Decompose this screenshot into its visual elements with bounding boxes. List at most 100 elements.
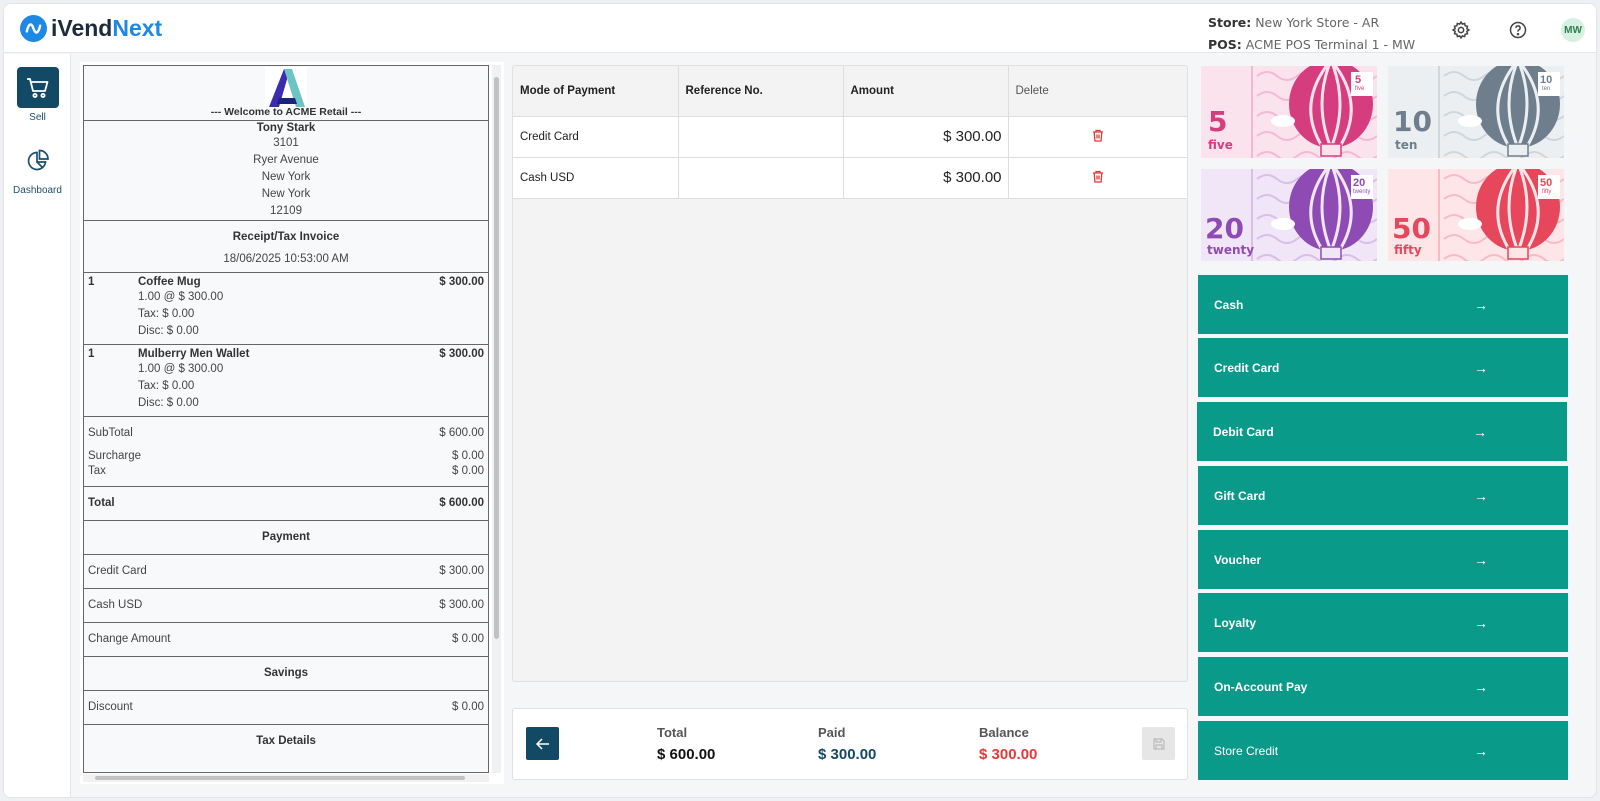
payment-title: Payment: [84, 521, 488, 555]
balance-block: Balance $ 300.00: [979, 725, 1037, 763]
item-tax: Tax: $ 0.00: [138, 380, 195, 392]
store-value: New York Store - AR: [1255, 15, 1380, 30]
arrow-right-icon: →: [1474, 742, 1488, 759]
note-corner-number: 5: [1355, 74, 1362, 86]
tender-label: Credit Card: [1214, 360, 1280, 375]
logo-icon: [20, 15, 47, 42]
banknote-20[interactable]: 20 twenty 20 twenty: [1201, 169, 1377, 261]
save-button[interactable]: [1142, 727, 1175, 760]
help-icon[interactable]: [1507, 19, 1529, 41]
arrow-right-icon: →: [1474, 296, 1488, 313]
note-number: 50: [1392, 212, 1431, 245]
receipt-horizontal-scrollbar[interactable]: [83, 774, 489, 782]
item-qty: 1: [88, 348, 95, 360]
tender-gift-card-button[interactable]: Gift Card →: [1198, 466, 1568, 525]
payment-mode-cell: Credit Card: [513, 116, 679, 158]
reference-cell[interactable]: [678, 157, 844, 199]
app-frame: iVendNext Store: New York Store - AR POS…: [3, 3, 1597, 798]
arrow-right-icon: →: [1474, 678, 1488, 695]
note-corner-word: ten: [1542, 86, 1551, 92]
discount-row: Discount $ 0.00: [84, 691, 488, 725]
store-label: Store:: [1208, 15, 1252, 30]
acme-logo: [84, 66, 488, 108]
tender-debit-card-button[interactable]: Debit Card →: [1197, 402, 1567, 461]
trash-icon[interactable]: [1092, 129, 1104, 145]
nav-label-sell: Sell: [29, 112, 46, 123]
receipt-datetime: 18/06/2025 10:53:00 AM: [223, 253, 349, 265]
tax-details-title: Tax Details: [256, 735, 316, 747]
savings-title: Savings: [84, 657, 488, 691]
pos-value: ACME POS Terminal 1 - MW: [1245, 37, 1416, 52]
receipt-vertical-scrollbar[interactable]: [492, 65, 501, 773]
banknote-10[interactable]: 10 ten 10 ten: [1388, 66, 1564, 158]
save-icon: [1152, 737, 1165, 750]
totals-bar: Total $ 600.00 Paid $ 300.00 Balance $ 3…: [512, 708, 1188, 780]
receipt-payment-row: Credit Card $ 300.00: [84, 555, 488, 589]
item-detail: 1.00 @ $ 300.00: [138, 363, 224, 375]
nav-item-dashboard[interactable]: Dashboard: [4, 140, 71, 196]
note-word: fifty: [1394, 243, 1422, 257]
arrow-right-icon: →: [1474, 487, 1488, 504]
total-value: $ 600.00: [657, 746, 716, 763]
address-line: New York: [261, 171, 311, 183]
item-qty: 1: [88, 276, 95, 288]
tender-label: Voucher: [1214, 552, 1262, 567]
payment-lines-panel: Mode of Payment Reference No. Amount Del…: [512, 65, 1188, 682]
item-name: Coffee Mug: [138, 276, 201, 288]
address-line: 12109: [270, 205, 302, 217]
tender-loyalty-button[interactable]: Loyalty →: [1198, 593, 1568, 652]
receipt-panel: --- Welcome to ACME Retail --- Tony Star…: [80, 62, 504, 784]
tender-credit-card-button[interactable]: Credit Card →: [1198, 338, 1568, 397]
customer-name: Tony Stark: [256, 122, 316, 134]
back-button[interactable]: [526, 727, 559, 760]
tender-on-account-pay-button[interactable]: On-Account Pay →: [1198, 657, 1568, 716]
paid-label: Paid: [818, 725, 846, 740]
table-row[interactable]: Cash USD $ 300.00: [513, 157, 1187, 199]
col-reference-no: Reference No.: [678, 66, 844, 117]
customer-address: Tony Stark 3101 Ryer Avenue New York New…: [84, 121, 488, 221]
reference-cell[interactable]: [678, 116, 844, 158]
pos-label: POS:: [1208, 37, 1242, 52]
receipt-summary: SubTotal $ 600.00 Surcharge $ 0.00 Tax $ 0.…: [84, 417, 488, 487]
note-number: 10: [1393, 105, 1432, 138]
tender-cash-button[interactable]: Cash →: [1198, 275, 1568, 334]
note-word: five: [1208, 138, 1233, 152]
address-line: New York: [261, 188, 311, 200]
note-corner-number: 10: [1540, 74, 1553, 86]
settings-gear-icon[interactable]: [1450, 19, 1472, 41]
amount-cell[interactable]: $ 300.00: [843, 116, 1009, 158]
payment-mode-cell: Cash USD: [513, 157, 679, 199]
tender-label: Store Credit: [1214, 743, 1279, 758]
banknote-5[interactable]: 5 five 5 five: [1201, 66, 1377, 158]
item-disc: Disc: $ 0.00: [138, 325, 199, 337]
app-logo[interactable]: iVendNext: [20, 15, 162, 42]
tender-store-credit-button[interactable]: Store Credit →: [1198, 721, 1568, 780]
note-corner-word: fifty: [1542, 189, 1552, 195]
arrow-left-icon: [535, 737, 549, 750]
user-avatar[interactable]: MW: [1561, 18, 1585, 42]
trash-icon[interactable]: [1092, 170, 1104, 186]
note-word: ten: [1395, 138, 1418, 152]
cart-icon: [16, 67, 59, 108]
tender-label: Debit Card: [1213, 424, 1274, 439]
amount-cell[interactable]: $ 300.00: [843, 157, 1009, 199]
item-disc: Disc: $ 0.00: [138, 397, 199, 409]
tender-voucher-button[interactable]: Voucher →: [1198, 530, 1568, 589]
receipt-title-section: Receipt/Tax Invoice 18/06/2025 10:53:00 …: [84, 221, 488, 273]
address-line: 3101: [273, 137, 299, 149]
balance-value: $ 300.00: [979, 746, 1038, 763]
table-row[interactable]: Credit Card $ 300.00: [513, 116, 1187, 158]
note-number: 5: [1208, 105, 1228, 138]
arrow-right-icon: →: [1474, 359, 1488, 376]
surcharge-row: Surcharge $ 0.00: [88, 450, 484, 462]
note-corner-number: 50: [1540, 177, 1553, 189]
subtotal-row: SubTotal $ 600.00: [88, 427, 484, 439]
top-header: iVendNext Store: New York Store - AR POS…: [4, 4, 1596, 53]
receipt-preview: --- Welcome to ACME Retail --- Tony Star…: [83, 65, 489, 773]
banknote-50[interactable]: 50 fifty 50 fifty: [1388, 169, 1564, 261]
item-detail: 1.00 @ $ 300.00: [138, 291, 224, 303]
item-tax: Tax: $ 0.00: [138, 308, 195, 320]
nav-item-sell[interactable]: Sell: [4, 67, 71, 123]
total-row: Total $ 600.00: [84, 487, 488, 521]
tender-label: On-Account Pay: [1214, 679, 1308, 694]
